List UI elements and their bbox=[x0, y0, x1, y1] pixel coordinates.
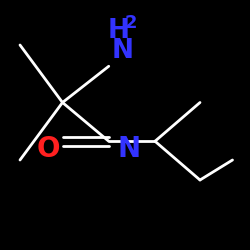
Text: O: O bbox=[37, 135, 60, 163]
Text: 2: 2 bbox=[125, 14, 138, 32]
Text: N: N bbox=[111, 38, 133, 64]
Text: H: H bbox=[108, 18, 130, 44]
Text: N: N bbox=[117, 135, 140, 163]
